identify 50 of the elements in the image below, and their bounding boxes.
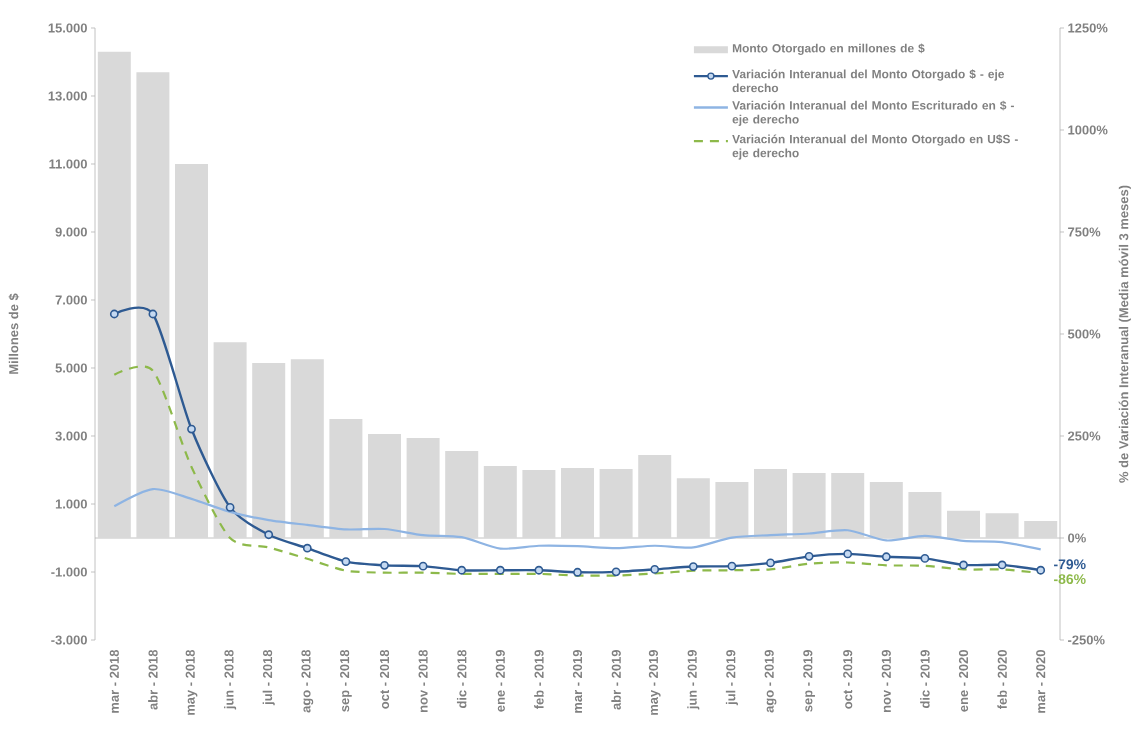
legend-label: Variación Interanual del Monto Otorgado en U$S - eje derecho [732,134,1018,160]
legend-label: Monto Otorgado en millones de $ [732,43,925,55]
x-tick-label: mar - 2020 [1036,650,1046,713]
x-tick-label: may - 2019 [648,650,661,715]
x-tick-label: ago - 2019 [764,650,777,713]
x-tick-label: jul - 2018 [262,649,275,706]
y-tick-label: 11.000 [49,159,87,169]
x-tick-label: jun - 2019 [687,650,700,710]
y2-tick-label: 0% [1068,533,1086,543]
y2-tick-label: 1000% [1068,125,1108,135]
legend-label: Variación Interanual del Monto Otorgado $ - eje derecho [732,69,1005,93]
y2-axis-title: % de Variación Interanual (Media móvil 3 meses) [1118,185,1131,483]
y-tick-label: 5.000 [55,363,87,373]
y-tick-label: 9.000 [55,227,87,237]
y-tick-label: -3.000 [51,635,87,645]
y-tick-label: -1.000 [51,567,87,577]
x-tick-label: mar - 2018 [109,649,119,713]
y-axis-title: Millones de $ [8,293,20,374]
x-tick-label: mar - 2019 [572,650,583,713]
x-tick-label: abr - 2018 [148,649,158,710]
x-tick-label: ene - 2019 [495,650,505,712]
x-tick-label: abr - 2019 [611,650,621,710]
y2-tick-label: 250% [1067,431,1101,441]
x-tick-label: ago - 2018 [301,649,314,713]
y-tick-label: 13.000 [48,91,87,101]
legend-label: Variación Interanual del Monto Escriturado en $ - eje derecho [732,100,1014,126]
annotation: -79% [1054,559,1086,570]
x-tick-label: sep - 2018 [340,649,352,712]
y2-tick-label: 1250% [1068,23,1108,33]
x-tick-label: oct - 2019 [843,650,853,709]
x-tick-label: oct - 2018 [379,649,390,709]
y-tick-label: 1.000 [55,499,87,509]
y-tick-label: 15.000 [48,23,87,33]
annotation: -86% [1054,574,1086,585]
x-tick-label: dic - 2019 [920,650,930,709]
x-tick-label: sep - 2019 [803,650,815,712]
y-tick-label: 3.000 [55,431,87,441]
x-tick-label: jun - 2018 [224,649,237,710]
x-tick-label: dic - 2018 [456,649,467,709]
x-tick-label: may - 2018 [185,649,198,715]
x-tick-label: jul - 2019 [725,650,738,706]
x-tick-label: feb - 2020 [997,650,1007,710]
x-tick-label: ene - 2020 [958,650,969,712]
x-tick-label: nov - 2018 [418,649,428,713]
y2-tick-label: 750% [1068,227,1101,237]
y2-tick-label: -250% [1068,635,1105,645]
x-tick-label: nov - 2019 [881,650,891,713]
y-tick-label: 7.000 [55,295,87,305]
x-tick-label: feb - 2019 [534,650,544,710]
y2-tick-label: 500% [1067,329,1101,339]
